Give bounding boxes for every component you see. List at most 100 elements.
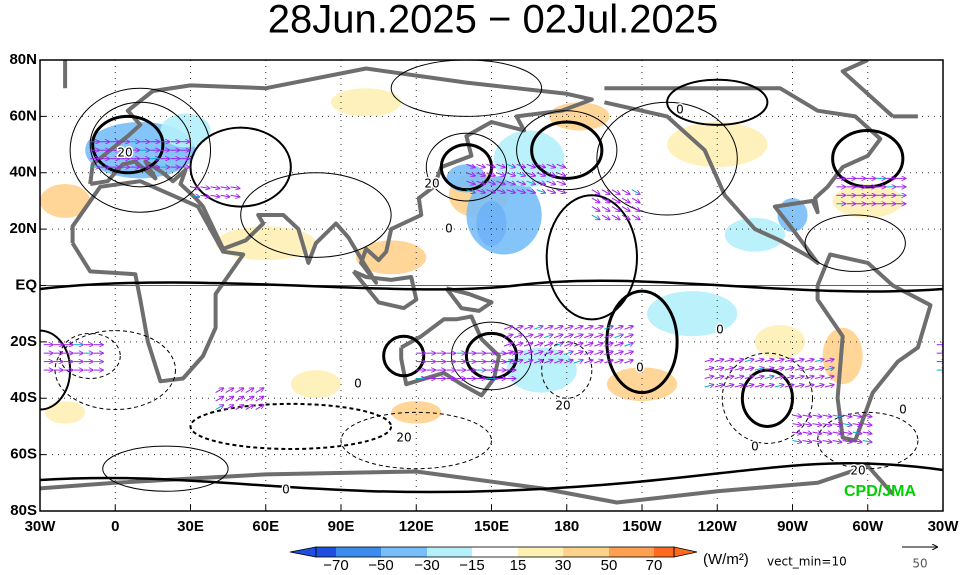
- contour: [804, 214, 906, 272]
- wind-vector: [614, 343, 622, 346]
- wind-vector: [704, 376, 714, 378]
- wind-vector: [564, 326, 572, 329]
- shading-patch: [466, 175, 542, 255]
- wind-vector: [822, 424, 832, 426]
- wind-vector: [516, 164, 525, 167]
- wind-vector: [862, 415, 872, 417]
- wind-vector: [601, 214, 610, 220]
- coastline: [88, 66, 594, 285]
- wind-vector: [614, 351, 622, 354]
- wind-vector: [764, 376, 774, 378]
- wind-vector: [611, 206, 620, 212]
- wind-vector: [852, 432, 862, 434]
- wind-vector: [503, 326, 512, 329]
- wind-vector: [852, 441, 862, 443]
- wind-vector: [533, 351, 542, 354]
- wind-vector: [594, 360, 602, 363]
- lat-label: 60N: [9, 107, 37, 124]
- wind-vector: [476, 190, 484, 193]
- contour-label: 0: [445, 222, 453, 236]
- shading-patch: [40, 184, 91, 218]
- wind-vector: [754, 359, 764, 361]
- wind-vector: [526, 181, 535, 184]
- colorbar-label: −70: [323, 557, 348, 574]
- wind-vector: [624, 343, 632, 346]
- wind-vector: [842, 441, 852, 443]
- wind-vector: [506, 181, 515, 184]
- wind-vector: [503, 335, 512, 338]
- wind-vector: [513, 343, 522, 346]
- wind-vector: [852, 415, 862, 417]
- wind-vector: [230, 187, 240, 189]
- wind-vector: [601, 189, 610, 195]
- coastline: [70, 179, 246, 384]
- wind-vector: [255, 388, 264, 394]
- wind-vector: [584, 360, 592, 363]
- coastline: [63, 60, 918, 119]
- contour: [450, 321, 533, 391]
- wind-vector: [824, 376, 834, 378]
- wind-vector: [624, 335, 632, 338]
- wind-vector: [792, 441, 802, 443]
- wind-vector: [564, 360, 572, 363]
- wind-vector: [631, 197, 640, 203]
- colorbar-outline: [315, 546, 675, 558]
- wind-vector: [624, 360, 632, 363]
- wind-vector: [496, 164, 505, 167]
- wind-vector: [225, 388, 234, 394]
- wind-vector: [621, 206, 630, 212]
- wind-vector: [533, 335, 542, 338]
- wind-vector: [556, 181, 565, 184]
- wind-vector: [794, 359, 804, 361]
- colorbar-label: 50: [601, 557, 618, 574]
- wind-vector: [824, 368, 834, 370]
- wind-vector: [584, 343, 592, 346]
- wind-vector: [546, 173, 555, 176]
- wind-vector: [190, 187, 200, 189]
- shading-patch: [549, 102, 610, 131]
- wind-vector: [554, 351, 562, 354]
- wind-vector: [506, 173, 515, 176]
- wind-vector: [704, 359, 714, 361]
- colorbar-segment: [609, 547, 654, 557]
- shading-patch: [391, 401, 442, 424]
- wind-vector: [792, 424, 802, 426]
- wind-vector: [235, 388, 244, 394]
- wind-vector: [546, 164, 555, 167]
- wind-vector: [536, 164, 545, 167]
- lon-label: 150W: [622, 518, 662, 535]
- wind-vector: [734, 368, 744, 370]
- wind-vector: [526, 190, 535, 193]
- wind-vector: [591, 197, 600, 203]
- wind-vector: [235, 405, 244, 410]
- lon-label: 60W: [852, 518, 884, 535]
- wind-vector: [814, 376, 824, 378]
- wind-vector: [255, 405, 264, 410]
- wind-vector: [862, 432, 872, 434]
- wind-vector: [225, 405, 234, 410]
- wind-vector: [466, 181, 474, 184]
- wind-vector: [523, 326, 532, 329]
- wind-vector: [594, 343, 602, 346]
- wind-vector: [784, 376, 794, 378]
- wind-vector: [714, 368, 724, 370]
- contour: [817, 411, 919, 470]
- lat-label: 80N: [9, 51, 37, 68]
- wind-vector: [812, 415, 822, 417]
- wind-vector: [476, 164, 484, 167]
- wind-vector: [574, 335, 582, 338]
- wind-vector: [804, 376, 814, 378]
- coastline: [603, 86, 883, 265]
- contour: [59, 332, 121, 380]
- colorbar: −70 −50 −30 −15 15 30 50 70: [289, 546, 698, 574]
- wind-vector: [614, 326, 622, 329]
- wind-vector: [804, 359, 814, 361]
- wind-vector: [862, 424, 872, 426]
- wind-vector: [506, 164, 515, 167]
- wind-vector: [754, 385, 764, 387]
- wind-vector: [774, 359, 784, 361]
- wind-vector: [764, 359, 774, 361]
- wind-vector: [544, 351, 552, 354]
- lon-label: 120W: [698, 518, 738, 535]
- wind-vector: [744, 376, 754, 378]
